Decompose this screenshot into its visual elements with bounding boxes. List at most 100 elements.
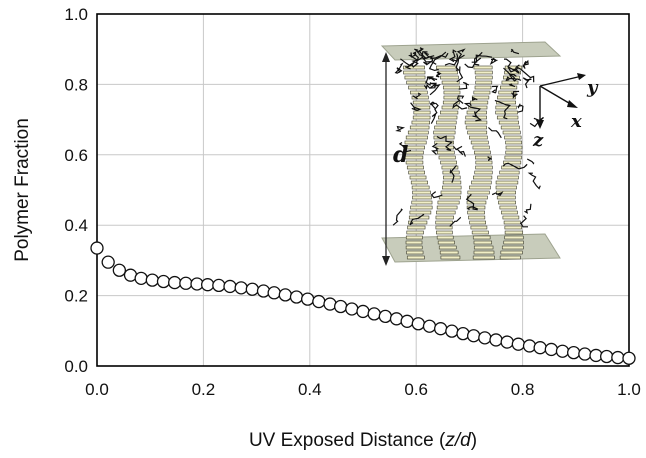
inset-d-arrow-head-bottom bbox=[382, 256, 390, 266]
inset-stripe bbox=[438, 195, 461, 200]
data-point bbox=[622, 351, 636, 365]
data-point bbox=[256, 284, 271, 298]
inset-polymer-chain bbox=[472, 111, 482, 122]
inset-polymer-chain bbox=[489, 57, 499, 66]
inset-stripe bbox=[501, 245, 524, 250]
data-point bbox=[223, 279, 237, 294]
x-tick-label: 0.6 bbox=[404, 380, 428, 399]
x-tick-labels: 0.0 0.2 0.4 0.6 0.8 1.0 bbox=[85, 380, 641, 399]
x-axis-title: UV Exposed Distance (z/d) bbox=[249, 430, 477, 451]
inset-stripe bbox=[408, 85, 427, 90]
inset-stripe bbox=[407, 225, 426, 230]
inset-polymer-chain bbox=[502, 162, 528, 170]
inset-stripe bbox=[474, 70, 493, 75]
inset-polymer-chain bbox=[444, 48, 466, 66]
data-point bbox=[434, 322, 448, 336]
inset-stripe bbox=[412, 115, 431, 120]
x-tick-label: 1.0 bbox=[617, 380, 641, 399]
inset-stripe bbox=[412, 100, 430, 105]
inset-stripe bbox=[411, 185, 430, 190]
data-point bbox=[278, 288, 292, 302]
inset-stripe bbox=[442, 185, 462, 190]
inset-polymer-chain bbox=[429, 82, 441, 96]
data-point bbox=[522, 339, 537, 353]
inset-stripe bbox=[406, 165, 424, 170]
inset-stripe bbox=[439, 250, 459, 255]
inset-stripe bbox=[440, 75, 459, 80]
data-point bbox=[134, 271, 148, 286]
inset-stripe bbox=[472, 145, 490, 150]
inset-polymer-chain bbox=[436, 135, 454, 151]
inset-stripe bbox=[505, 145, 523, 150]
inset-stripe bbox=[412, 190, 431, 195]
inset-polymer-chain bbox=[504, 58, 520, 74]
data-point bbox=[456, 326, 470, 341]
inset-stripe bbox=[495, 110, 518, 115]
inset-stripe bbox=[405, 245, 423, 250]
inset-stripe bbox=[441, 80, 460, 85]
data-point bbox=[611, 350, 625, 365]
inset-stripe bbox=[405, 240, 423, 245]
inset-polymer-chain bbox=[430, 102, 439, 124]
y-tick-label: 0.0 bbox=[64, 357, 88, 376]
inset-stripe bbox=[437, 150, 455, 155]
inset-stripe bbox=[467, 130, 488, 135]
data-point bbox=[367, 307, 381, 321]
inset-polymer-chain bbox=[449, 216, 462, 227]
inset-stripe bbox=[410, 180, 428, 185]
inset-stripe bbox=[406, 230, 424, 235]
data-point bbox=[411, 317, 425, 331]
inset-stripe bbox=[504, 155, 522, 160]
data-point bbox=[445, 324, 459, 338]
inset-stripe bbox=[438, 245, 457, 250]
inset-polymer-chain bbox=[400, 58, 415, 70]
data-point bbox=[489, 333, 503, 347]
inset-stripe bbox=[495, 105, 517, 110]
inset-polymer-chain bbox=[449, 165, 457, 183]
inset-stripe bbox=[472, 255, 495, 260]
inset-polymer-chain bbox=[527, 172, 541, 190]
data-point bbox=[323, 297, 337, 311]
inset-stripe bbox=[404, 75, 426, 80]
inset-polymer-chain bbox=[467, 206, 479, 211]
data-point bbox=[511, 337, 525, 351]
inset-stripe bbox=[472, 235, 491, 240]
inset-stripe bbox=[500, 250, 523, 255]
inset-stripe bbox=[436, 205, 458, 210]
inset-stripe bbox=[441, 165, 459, 170]
inset-stripe bbox=[406, 255, 425, 260]
inset-stripe bbox=[475, 80, 493, 85]
inset-polymer-chain bbox=[516, 66, 535, 83]
data-point bbox=[578, 347, 592, 361]
data-point bbox=[422, 319, 437, 333]
inset-stripe bbox=[470, 140, 489, 145]
data-point bbox=[378, 309, 392, 324]
x-tick-label: 0.4 bbox=[298, 380, 322, 399]
inset-polymer-chain bbox=[464, 57, 482, 69]
inset-stripe bbox=[504, 225, 522, 230]
inset-stripe bbox=[466, 200, 487, 205]
inset-stripe bbox=[411, 200, 433, 205]
inset-polymer-chain bbox=[473, 51, 483, 66]
inset-axis-y-label: y bbox=[586, 77, 599, 98]
inset-stripe bbox=[496, 115, 519, 120]
inset-helical-columns bbox=[403, 65, 524, 260]
inset-stripe bbox=[435, 220, 453, 225]
y-tick-label: 0.2 bbox=[64, 287, 88, 306]
inset-stripe bbox=[473, 245, 494, 250]
inset-stripe bbox=[440, 190, 462, 195]
inset-polymer-chain bbox=[487, 156, 493, 162]
inset-stripe bbox=[404, 145, 425, 150]
inset-stripe bbox=[499, 255, 521, 260]
inset-stripe bbox=[442, 100, 460, 105]
plot-frame bbox=[96, 13, 630, 367]
inset-stripe bbox=[473, 240, 493, 245]
inset-stripe bbox=[442, 85, 461, 90]
inset-stripe bbox=[470, 225, 488, 230]
inset-polymer-chain bbox=[522, 59, 529, 69]
inset-polymer-chain bbox=[455, 54, 465, 71]
inset-stripe bbox=[504, 135, 522, 140]
y-tick-label: 0.6 bbox=[64, 146, 88, 165]
inset-polymer-chain bbox=[487, 127, 502, 139]
data-point bbox=[301, 292, 315, 306]
